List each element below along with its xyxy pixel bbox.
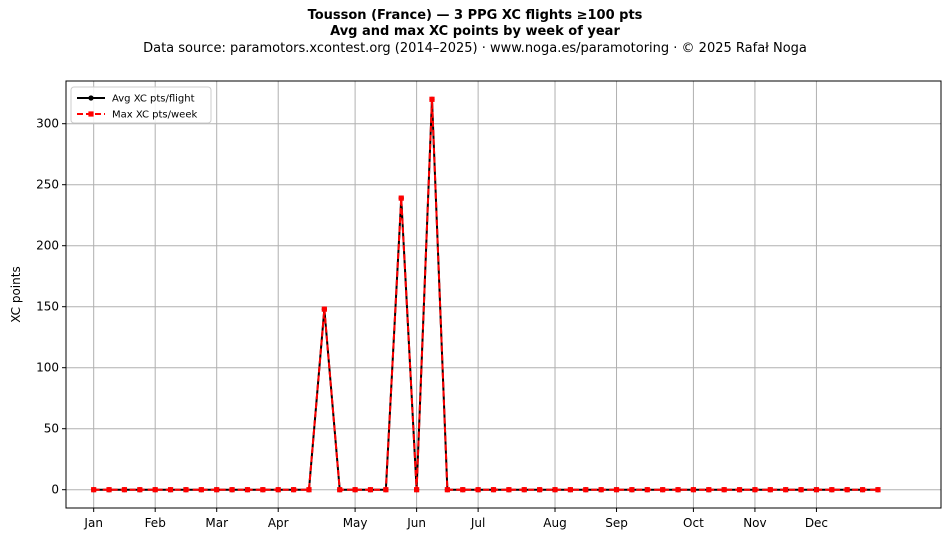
data-point [152, 487, 158, 493]
data-point [321, 306, 327, 312]
y-tick-label: 100 [36, 361, 59, 375]
x-tick-label: Feb [145, 516, 166, 530]
y-tick-label: 200 [36, 239, 59, 253]
data-point [214, 487, 220, 493]
data-point [337, 487, 343, 493]
series-line-1 [93, 99, 878, 491]
data-point [552, 487, 558, 493]
data-point [798, 487, 804, 493]
x-tick-label: Aug [543, 516, 566, 530]
chart-title: Tousson (France) — 3 PPG XC flights ≥100… [307, 8, 643, 23]
x-tick-label: Sep [605, 516, 628, 530]
data-point [506, 487, 512, 493]
legend-label: Max XC pts/week [112, 110, 197, 121]
data-point [675, 487, 681, 493]
data-point [644, 487, 650, 493]
data-point [352, 487, 358, 493]
legend-marker [88, 95, 94, 101]
legend: Avg XC pts/flight Max XC pts/week [70, 86, 212, 124]
data-point [260, 487, 266, 493]
data-point [813, 487, 820, 493]
x-tick-label: Jun [406, 516, 426, 530]
data-point [91, 487, 97, 493]
y-tick-label: 150 [36, 300, 59, 314]
plot-frame [65, 80, 942, 509]
data-point [752, 487, 758, 493]
data-point [198, 487, 204, 493]
data-point [290, 487, 297, 493]
data-point [629, 487, 635, 493]
data-point [398, 195, 404, 201]
x-tick-label: Mar [205, 516, 228, 530]
data-point [521, 487, 527, 493]
x-tick-label: May [343, 516, 368, 530]
data-point [690, 487, 697, 493]
data-point [875, 487, 881, 493]
data-point [229, 487, 235, 493]
data-point [167, 487, 174, 493]
data-point [414, 487, 420, 493]
axis-ticks: 0 50 100 150 200 250 300 Jan Feb Mar Apr May Jun Jul A… [36, 117, 828, 530]
legend-box [70, 86, 212, 124]
data-point [537, 487, 543, 493]
chart-titles: Tousson (France) — 3 PPG XC flights ≥100… [0, 8, 950, 57]
data-point [460, 487, 466, 493]
series-line-2 [93, 99, 878, 491]
data-point [598, 487, 604, 493]
data-point [736, 487, 743, 493]
series-layer [91, 96, 881, 493]
y-tick-label: 0 [51, 483, 59, 497]
data-point [844, 487, 850, 493]
data-point [121, 487, 128, 493]
x-tick-label: Oct [683, 516, 704, 530]
legend-marker [88, 111, 94, 117]
y-tick-label: 300 [36, 117, 59, 131]
data-point [859, 487, 866, 493]
x-tick-label: Dec [805, 516, 828, 530]
legend-label: Avg XC pts/flight [112, 94, 195, 105]
data-point [137, 487, 143, 493]
data-point [444, 487, 450, 493]
x-tick-label: Jul [470, 516, 485, 530]
data-point [183, 487, 189, 493]
x-tick-label: Nov [743, 516, 766, 530]
data-point [367, 487, 374, 493]
chart-subtitle: Avg and max XC points by week of year [330, 24, 620, 39]
grid-lines [66, 81, 941, 508]
data-point [383, 487, 389, 493]
x-tick-label: Apr [268, 516, 289, 530]
data-point [429, 96, 435, 102]
data-point [583, 487, 589, 493]
data-point [490, 487, 497, 493]
data-point [783, 487, 789, 493]
data-point [306, 487, 312, 493]
y-tick-label: 50 [44, 422, 59, 436]
y-tick-label: 250 [36, 178, 59, 192]
data-point [767, 487, 773, 493]
data-point [106, 487, 112, 493]
y-axis-label: XC points [9, 266, 23, 322]
x-tick-label: Jan [83, 516, 103, 530]
data-point [567, 487, 573, 493]
data-point [613, 487, 620, 493]
chart-source: Data source: paramotors.xcontest.org (20… [143, 41, 807, 56]
data-point [275, 487, 281, 493]
data-point [660, 487, 666, 493]
data-point [829, 487, 835, 493]
data-point [706, 487, 712, 493]
data-point [244, 487, 251, 493]
data-point [721, 487, 727, 493]
data-point [475, 487, 481, 493]
